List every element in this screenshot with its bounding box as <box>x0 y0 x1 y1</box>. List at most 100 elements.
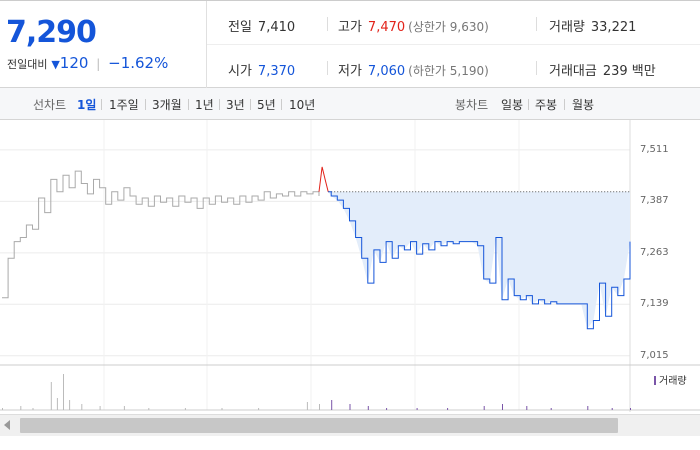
volume-bar <box>306 402 308 410</box>
change-label: 전일대비 <box>7 58 48 71</box>
price-box: 7,290 전일대비 ▼120 | −1.62% <box>0 1 207 88</box>
divider <box>528 99 529 110</box>
session-fill-area <box>328 191 630 329</box>
volume-bar <box>221 408 223 410</box>
divider <box>101 99 102 110</box>
lower-limit: (하한가 5,190) <box>408 64 489 78</box>
volume-bar <box>99 406 101 410</box>
stat-label: 저가 <box>338 64 362 79</box>
down-arrow-icon: ▼ <box>51 58 60 71</box>
volume-bar <box>502 404 503 410</box>
divider <box>188 99 189 110</box>
tab-10-years[interactable]: 10년 <box>289 98 316 112</box>
tab-3-months[interactable]: 3개월 <box>152 98 182 112</box>
volume-bar <box>587 406 589 410</box>
tab-monthly-candle[interactable]: 월봉 <box>572 98 595 112</box>
volume-bar <box>20 406 22 410</box>
volume-bar <box>483 406 485 410</box>
volume-bar <box>50 382 52 410</box>
legend-swatch <box>654 376 656 385</box>
divider <box>536 17 537 31</box>
stat-label: 거래대금 <box>549 64 597 79</box>
stat-label: 시가 <box>228 64 252 79</box>
volume-bars <box>2 374 631 410</box>
volume-bar <box>331 400 333 410</box>
stat-value: 7,060 <box>367 64 406 79</box>
volume-bar <box>447 408 449 410</box>
volume-legend-label: 거래량 <box>659 376 687 387</box>
volume-bar <box>148 408 150 410</box>
stat-value: 7,370 <box>257 64 296 79</box>
divider <box>145 99 146 110</box>
divider <box>250 99 251 110</box>
tab-3-years[interactable]: 3년 <box>226 98 245 112</box>
scroll-left-icon[interactable] <box>4 420 10 430</box>
tab-1-year[interactable]: 1년 <box>195 98 214 112</box>
volume-bar <box>416 408 418 410</box>
volume-bar <box>630 408 631 410</box>
volume-bar <box>69 400 71 410</box>
volume-bar <box>56 398 58 410</box>
divider: | <box>96 57 101 71</box>
stat-open: 시가 7,370 <box>228 60 295 79</box>
y-tick-label: 7,015 <box>640 349 669 361</box>
divider <box>327 61 328 75</box>
session-price-line <box>328 191 631 330</box>
y-tick-label: 7,387 <box>640 195 669 207</box>
chart-canvas <box>0 120 700 412</box>
stat-value: 239 백만 <box>602 64 656 79</box>
stat-low: 저가 7,060 (하한가 5,190) <box>338 60 489 79</box>
volume-bar <box>2 408 3 410</box>
volume-bar <box>319 404 320 410</box>
volume-bar <box>349 404 351 410</box>
intraday-chart: 7,511 7,387 7,263 7,139 7,015 거래량 <box>0 120 700 450</box>
tab-1-week[interactable]: 1주일 <box>109 98 139 112</box>
prior-session-line <box>2 170 320 299</box>
volume-legend: 거래량 <box>654 372 687 387</box>
volume-bar <box>386 408 388 410</box>
line-chart-label: 선차트 <box>33 98 67 112</box>
stat-value: 7,470 <box>367 20 406 35</box>
stat-value: 7,410 <box>257 20 296 35</box>
stat-high: 고가 7,470 (상한가 9,630) <box>338 16 489 35</box>
volume-bar <box>81 404 83 410</box>
divider <box>219 99 220 110</box>
tab-5-years[interactable]: 5년 <box>257 98 276 112</box>
divider <box>536 61 537 75</box>
divider <box>564 99 565 110</box>
chart-period-tabs: 선차트 1일 1주일 3개월 1년 3년 5년 10년 봉차트 일봉 주봉 월봉 <box>0 88 700 120</box>
change-percent: −1.62% <box>108 54 169 72</box>
chart-scrollbar[interactable] <box>0 414 700 436</box>
stat-label: 전일 <box>228 20 252 35</box>
volume-bar <box>32 408 34 410</box>
tab-1-day[interactable]: 1일 <box>77 98 97 112</box>
change-row: 전일대비 ▼120 | −1.62% <box>7 54 168 72</box>
volume-bar <box>184 408 186 410</box>
volume-bar <box>611 408 613 410</box>
change-amount: 120 <box>59 54 89 72</box>
stat-prev-close: 전일 7,410 <box>228 16 295 35</box>
volume-bar <box>550 408 552 410</box>
opening-spike-line <box>318 166 329 192</box>
volume-bar <box>526 406 528 410</box>
volume-bar <box>367 406 369 410</box>
candle-chart-label: 봉차트 <box>455 98 489 112</box>
stat-label: 고가 <box>338 20 362 35</box>
tab-daily-candle[interactable]: 일봉 <box>501 98 524 112</box>
y-tick-label: 7,263 <box>640 246 669 258</box>
tab-weekly-candle[interactable]: 주봉 <box>535 98 558 112</box>
stat-volume: 거래량 33,221 <box>549 16 636 35</box>
stat-label: 거래량 <box>549 20 585 35</box>
upper-limit: (상한가 9,630) <box>408 20 489 34</box>
scroll-thumb[interactable] <box>20 418 618 433</box>
volume-bar <box>258 408 260 410</box>
stat-value: 33,221 <box>590 20 637 35</box>
divider <box>327 17 328 31</box>
current-price: 7,290 <box>6 15 97 50</box>
volume-bar <box>123 406 125 410</box>
divider <box>281 99 282 110</box>
stat-turnover: 거래대금 239 백만 <box>549 60 656 79</box>
y-tick-label: 7,139 <box>640 298 669 310</box>
volume-bar <box>63 374 64 410</box>
y-tick-label: 7,511 <box>640 143 669 155</box>
